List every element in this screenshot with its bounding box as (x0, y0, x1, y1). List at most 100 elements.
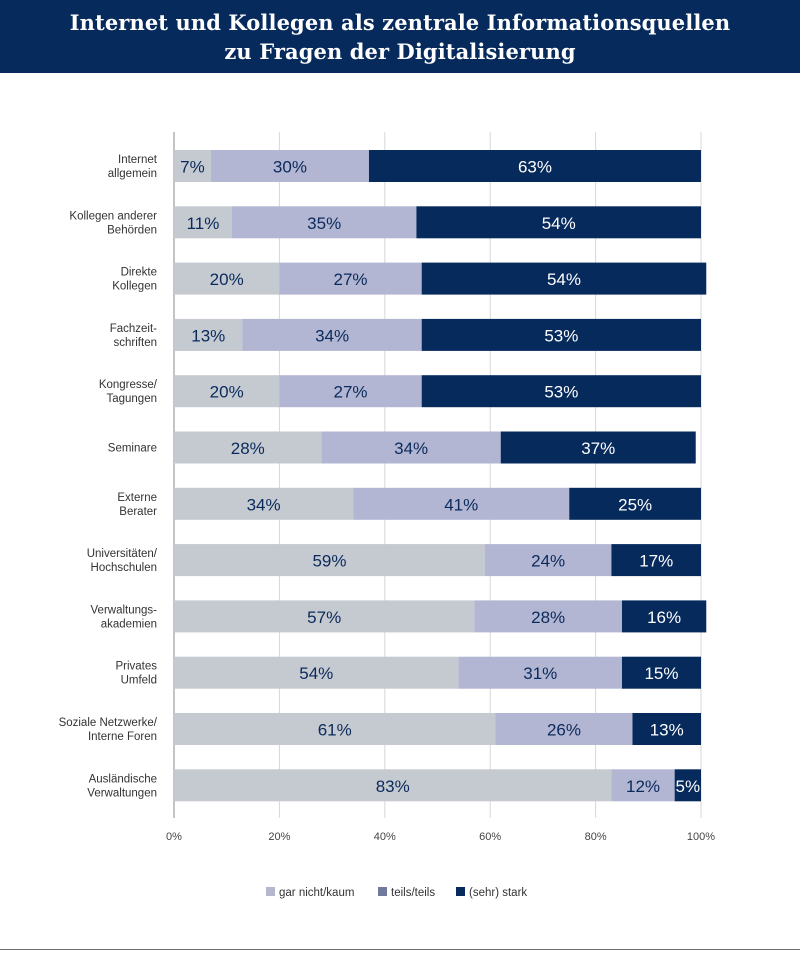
data-label: 26% (547, 721, 581, 740)
data-label: 25% (618, 495, 652, 514)
data-label: 24% (531, 552, 565, 571)
bar-segment (242, 318, 422, 351)
category-label: Kollegen anderer Behörden (69, 210, 157, 236)
bar-segment (231, 206, 417, 239)
category-label: Privates Umfeld (115, 661, 157, 687)
chart-title-line-2: zu Fragen der Digitalisierung (224, 38, 576, 64)
category-label: Fachzeit-schriften (110, 323, 157, 349)
data-label: 61% (318, 721, 352, 740)
bar-segment (174, 600, 475, 633)
bar-segment (174, 318, 243, 351)
legend-swatch (456, 887, 465, 896)
data-label: 30% (273, 158, 307, 177)
category-label: Direkte Kollegen (112, 267, 157, 293)
x-tick-label: 20% (268, 831, 290, 843)
data-label: 34% (315, 326, 349, 345)
data-label: 13% (650, 721, 684, 740)
footer-divider (0, 949, 800, 950)
bar-segment (174, 487, 354, 520)
category-label: Kongresse/Tagungen (99, 379, 158, 405)
category-label: Universitäten/Hochschulen (87, 548, 158, 574)
bar-segment (500, 431, 696, 464)
bar-segment (421, 318, 701, 351)
header-banner: Internet und Kollegen als zentrale Infor… (0, 0, 800, 73)
data-label: 27% (334, 383, 368, 402)
category-label: Ausländische Verwaltungen (87, 773, 157, 799)
bar-segment (611, 769, 675, 802)
data-label: 37% (581, 439, 615, 458)
data-label: 41% (444, 495, 478, 514)
data-label: 11% (187, 214, 220, 233)
data-label: 13% (191, 326, 225, 345)
category-label: Soziale Netzwerke/Interne Foren (59, 717, 158, 743)
bar-segment (174, 150, 211, 182)
data-label: 28% (531, 608, 565, 627)
category-label: Seminare (108, 443, 157, 455)
bar-segment (674, 769, 701, 802)
bar-segment (474, 600, 622, 633)
bar-segment (495, 713, 633, 745)
legend-label: (sehr) stark (469, 887, 527, 899)
data-label: 5% (676, 777, 701, 796)
legend-swatch (378, 887, 387, 896)
data-label: 53% (544, 383, 578, 402)
data-label: 54% (547, 270, 581, 289)
category-label: Internet allgemein (108, 154, 158, 180)
x-tick-label: 100% (687, 831, 715, 843)
bar-segment (458, 656, 622, 689)
chart-title-line-1: Internet und Kollegen als zentrale Infor… (69, 9, 731, 35)
bar-segment (569, 487, 701, 520)
bar-segment (368, 150, 701, 182)
data-label: 35% (307, 214, 341, 233)
data-label: 20% (210, 383, 244, 402)
x-tick-label: 0% (166, 831, 182, 843)
data-label: 15% (644, 664, 678, 683)
bar-segment (174, 375, 280, 408)
data-label: 27% (334, 270, 368, 289)
bar-segment (174, 431, 322, 464)
bar-segment (174, 544, 485, 577)
category-label: Verwaltungs-akademien (91, 604, 158, 630)
bar-segment (174, 262, 280, 295)
bar-segment (174, 713, 496, 745)
data-label: 28% (231, 439, 265, 458)
x-tick-label: 80% (585, 831, 607, 843)
legend-label: teils/teils (391, 887, 435, 899)
data-label: 16% (647, 608, 681, 627)
bar-segment (279, 262, 422, 295)
data-label: 7% (180, 158, 205, 177)
legend-label: gar nicht/kaum (279, 887, 354, 899)
bar-segment (353, 487, 570, 520)
data-label: 57% (307, 608, 341, 627)
data-label: 20% (210, 270, 244, 289)
data-label: 54% (299, 664, 333, 683)
data-label: 31% (523, 664, 557, 683)
bar-segment (621, 600, 707, 633)
data-label: 83% (376, 777, 410, 796)
bar-segment (321, 431, 501, 464)
category-label: Externe Berater (117, 492, 157, 518)
data-label: 54% (542, 214, 576, 233)
legend-swatch (266, 887, 275, 896)
data-label: 12% (626, 777, 660, 796)
bar-segment (621, 656, 701, 689)
data-label: 63% (518, 158, 552, 177)
bar-segment (421, 262, 707, 295)
data-label: 17% (639, 552, 673, 571)
x-tick-label: 60% (479, 831, 501, 843)
bar-segment (421, 375, 701, 408)
bar-segment (611, 544, 701, 577)
bar-segment (484, 544, 612, 577)
bar-segment (210, 150, 369, 182)
data-label: 34% (247, 495, 281, 514)
data-label: 59% (312, 552, 346, 571)
bar-segment (174, 656, 459, 689)
bar-segment (632, 713, 701, 745)
bar-segment (416, 206, 701, 239)
data-label: 53% (544, 326, 578, 345)
bar-segment (279, 375, 422, 408)
bar-segment (174, 206, 232, 239)
x-tick-label: 40% (374, 831, 396, 843)
data-label: 34% (394, 439, 428, 458)
